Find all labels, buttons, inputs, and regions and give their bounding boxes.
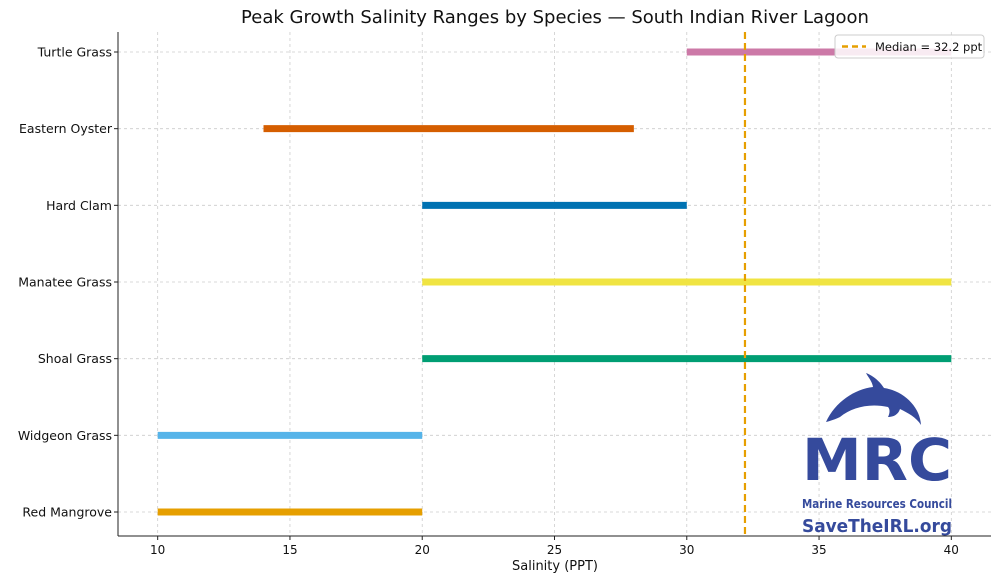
y-tick-label: Manatee Grass: [18, 275, 112, 290]
logo-url: SaveTheIRL.org: [802, 516, 952, 537]
x-tick-label: 40: [944, 543, 959, 557]
legend: Median = 32.2 ppt: [834, 34, 985, 59]
y-tick-label: Eastern Oyster: [19, 121, 113, 136]
y-tick-label: Widgeon Grass: [18, 428, 112, 443]
y-tick-label: Shoal Grass: [38, 351, 112, 366]
x-tick-label: 35: [811, 543, 826, 557]
y-tick-label: Turtle Grass: [37, 45, 112, 60]
y-tick-label: Hard Clam: [46, 198, 112, 213]
y-tick-label: Red Mangrove: [22, 505, 112, 520]
chart-title: Peak Growth Salinity Ranges by Species —…: [241, 7, 869, 28]
legend-box: [834, 34, 985, 59]
x-tick-label: 25: [547, 543, 562, 557]
logo-name: Marine Resources Council: [802, 497, 952, 511]
dolphin-icon: [826, 373, 921, 425]
x-axis-label: Salinity (PPT): [512, 559, 598, 574]
x-tick-label: 15: [282, 543, 297, 557]
legend-median-label: Median = 32.2 ppt: [875, 40, 983, 54]
mrc-logo: MRC Marine Resources Council SaveTheIRL.…: [802, 373, 952, 537]
x-tick-label: 10: [150, 543, 165, 557]
axes: 10 15 20 25 30 35 40 Turtle Grass Eastern Oyster…: [18, 32, 991, 557]
x-tick-label: 20: [415, 543, 430, 557]
logo-acronym: MRC: [802, 426, 952, 494]
x-tick-label: 30: [679, 543, 694, 557]
